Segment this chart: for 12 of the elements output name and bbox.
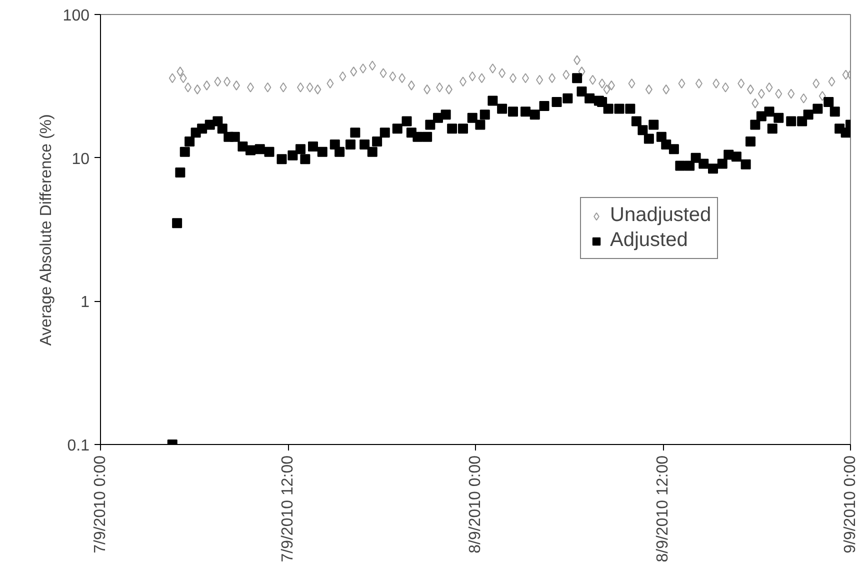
y-tick-label: 0.1	[67, 438, 90, 454]
legend-label: Adjusted	[610, 229, 688, 252]
x-tick-label: 9/9/2010 0:00	[842, 455, 859, 554]
y-tick-label: 10	[72, 150, 90, 168]
y-tick-label: 1	[80, 294, 90, 312]
y-axis-title: Average Absolute Difference (%)	[38, 114, 55, 346]
x-tick-label: 7/9/2010 12:00	[280, 455, 296, 562]
x-tick-label: 8/9/2010 12:00	[654, 455, 672, 562]
y-tick-label: 100	[62, 8, 90, 24]
x-tick-label: 7/9/2010 0:00	[92, 455, 109, 554]
x-tick-label: 8/9/2010 0:00	[467, 455, 484, 554]
legend-label: Unadjusted	[610, 204, 712, 227]
